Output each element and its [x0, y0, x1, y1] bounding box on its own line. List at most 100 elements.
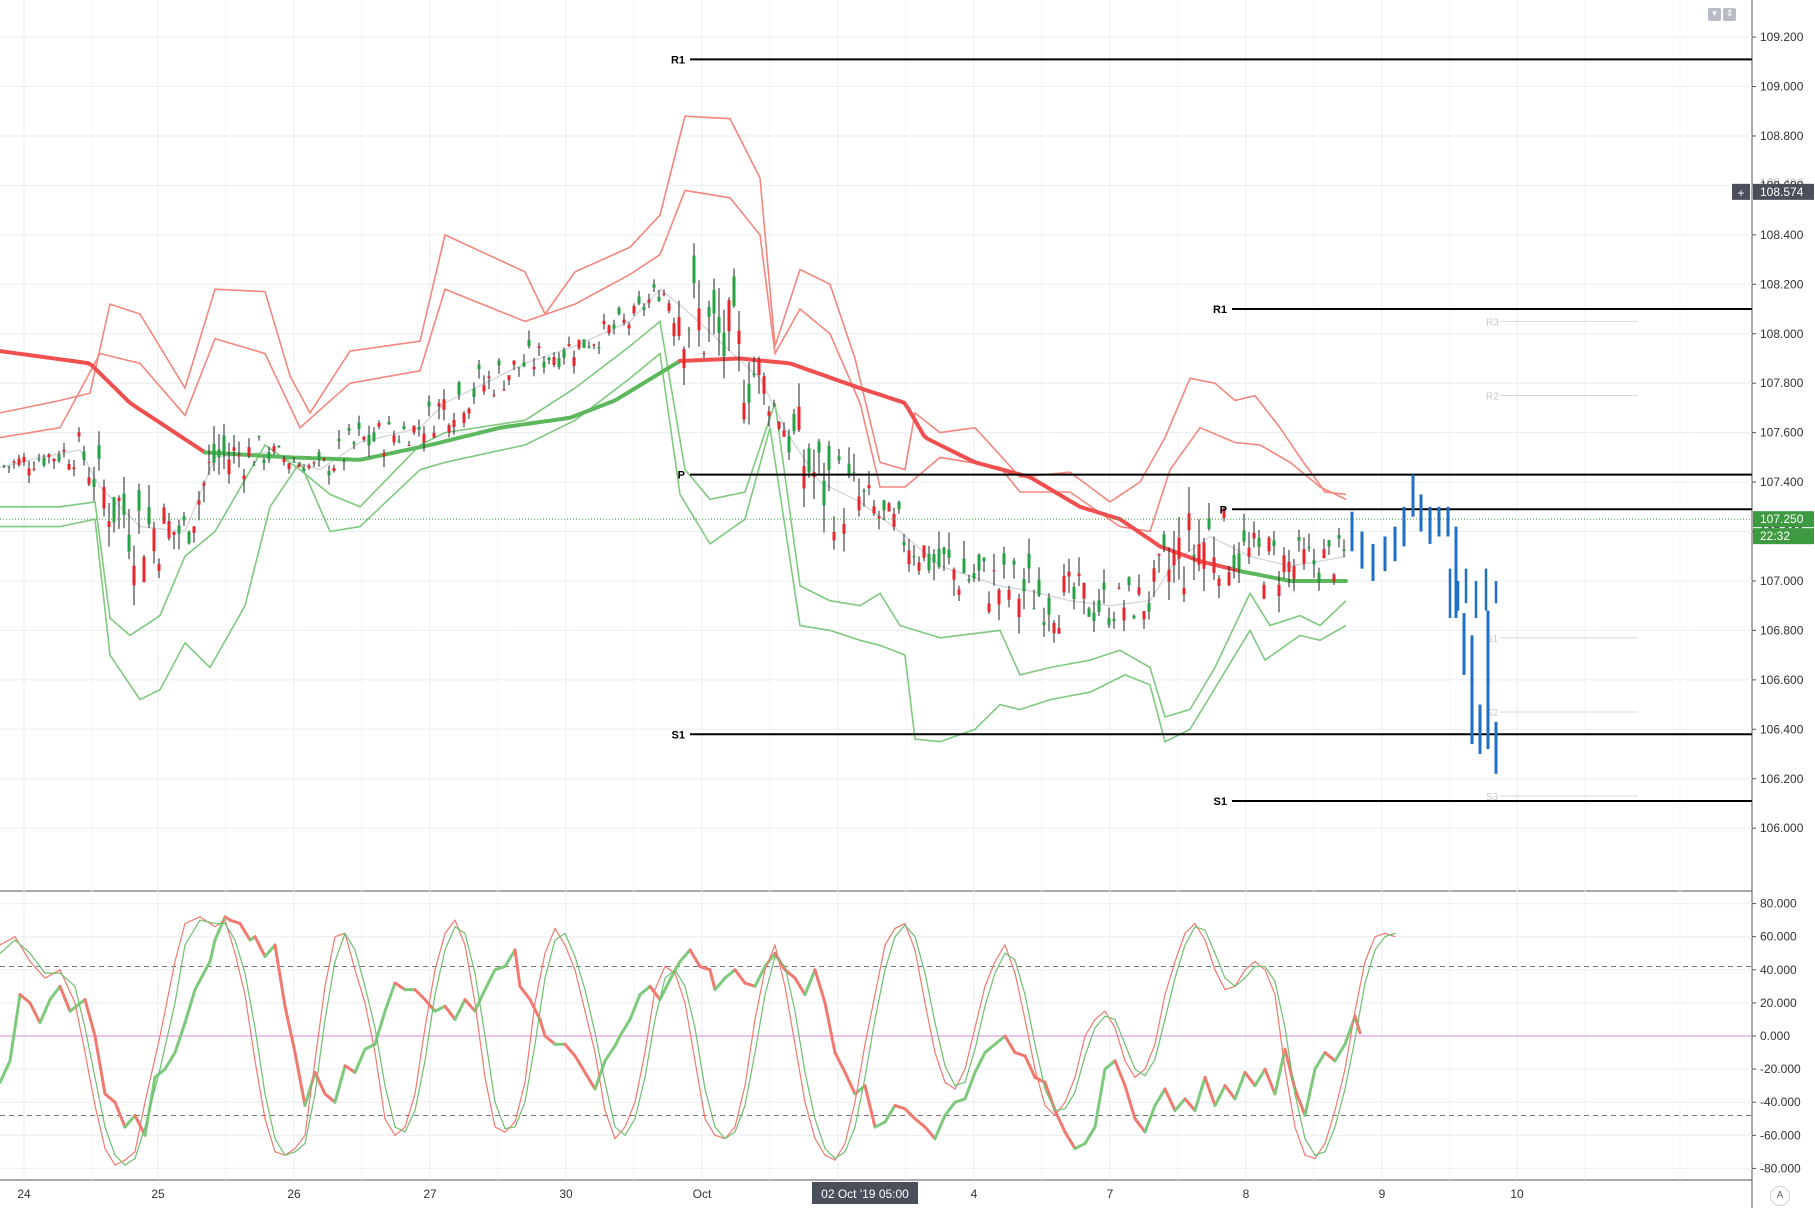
osc-stoch-segment — [694, 1060, 706, 1120]
osc-signal-segment — [28, 1001, 42, 1025]
osc-stoch-segment — [1364, 936, 1376, 963]
osc-stoch-segment — [754, 969, 766, 1021]
candle-body — [1177, 537, 1181, 559]
osc-stoch-segment — [394, 1126, 406, 1136]
candle-body — [657, 296, 661, 302]
osc-signal-segment — [1083, 1125, 1097, 1146]
osc-stoch-segment — [534, 977, 546, 1045]
chevron-down-icon[interactable]: ▾ — [1708, 8, 1721, 21]
osc-stoch-segment — [124, 1151, 136, 1161]
osc-stoch-segment — [1214, 952, 1226, 979]
osc-stoch-segment — [1314, 1151, 1326, 1156]
plus-icon-bg — [1732, 183, 1750, 200]
osc-signal-segment — [753, 964, 767, 988]
osc-stoch-segment — [1184, 926, 1196, 946]
candle-body — [1127, 577, 1131, 586]
osc-stoch-segment — [564, 944, 576, 971]
auto-scale-button[interactable]: A — [1770, 1186, 1790, 1206]
candle-body — [1097, 600, 1101, 612]
candle-body — [192, 526, 196, 533]
osc-signal-segment — [208, 938, 217, 964]
osc-signal-segment — [638, 984, 652, 997]
osc-signal-segment — [123, 1113, 137, 1129]
candle-body — [37, 458, 41, 460]
osc-stoch-segment — [1184, 922, 1196, 934]
osc-stoch-segment — [1224, 977, 1236, 987]
osc-stoch-segment — [1084, 1027, 1096, 1057]
osc-signal-segment — [1013, 1051, 1027, 1058]
osc-stoch-segment — [984, 960, 996, 987]
osc-signal-segment — [1163, 1087, 1177, 1112]
osc-signal-segment — [803, 968, 817, 997]
osc-tick-label: -20.000 — [1760, 1062, 1801, 1076]
candle-body — [172, 531, 176, 535]
osc-signal-segment — [273, 943, 287, 1008]
candle-body — [612, 324, 616, 329]
osc-stoch-segment — [504, 1126, 516, 1130]
osc-signal-segment — [483, 968, 497, 992]
candle-body — [467, 408, 471, 414]
osc-stoch-segment — [1244, 965, 1256, 979]
osc-signal-segment — [743, 981, 757, 988]
candle-body — [902, 541, 906, 546]
candle-body — [497, 360, 501, 366]
candle-body — [1082, 582, 1086, 599]
osc-stoch-segment — [1244, 960, 1256, 971]
candle-body — [437, 403, 441, 407]
osc-tick-label: 80.000 — [1760, 897, 1797, 911]
osc-stoch-segment — [1194, 922, 1206, 941]
osc-stoch-segment — [704, 1088, 716, 1128]
osc-signal-segment — [413, 988, 427, 1002]
osc-stoch-segment — [314, 985, 326, 1062]
osc-stoch-segment — [264, 1093, 276, 1140]
candle-body — [32, 468, 36, 470]
candle-body — [862, 490, 866, 492]
osc-stoch-segment — [434, 949, 446, 996]
osc-stoch-segment — [844, 1101, 856, 1145]
candle-body — [687, 329, 691, 331]
osc-signal-segment — [1203, 1075, 1217, 1108]
osc-stoch-segment — [314, 1018, 326, 1095]
crosshair-time-bg — [812, 1182, 918, 1204]
candle-body — [47, 454, 51, 458]
osc-stoch-segment — [774, 944, 786, 987]
osc-stoch-segment — [764, 944, 776, 971]
chevron-up-down-icon[interactable]: ⇕ — [1723, 8, 1736, 21]
osc-stoch-segment — [644, 989, 656, 1054]
y-tick-label: 106.600 — [1760, 673, 1804, 687]
candle-body — [1157, 553, 1161, 556]
osc-stoch-segment — [1044, 1088, 1056, 1112]
osc-signal-segment — [1263, 1067, 1277, 1096]
candle-body — [1242, 530, 1246, 542]
candle-body — [157, 563, 161, 571]
candle-body — [762, 376, 766, 394]
candle-body — [732, 276, 736, 306]
candle-body — [797, 406, 801, 431]
osc-stoch-segment — [244, 994, 256, 1062]
candle-body — [1032, 608, 1036, 610]
candle-body — [962, 558, 966, 574]
candle-body — [387, 421, 391, 425]
faint-pivot-label: R2 — [1486, 392, 1499, 403]
osc-stoch-segment — [1324, 1109, 1336, 1145]
osc-stoch-segment — [724, 1126, 736, 1140]
osc-stoch-segment — [634, 1051, 646, 1103]
candle-body — [742, 402, 746, 420]
osc-stoch-segment — [604, 1109, 616, 1140]
candle-body — [1312, 560, 1316, 565]
osc-signal-segment — [1133, 1117, 1147, 1134]
candle-body — [1182, 588, 1186, 595]
osc-signal-segment — [343, 1064, 357, 1074]
crosshair-time-label: 02 Oct '19 05:00 — [821, 1187, 909, 1201]
candle-body — [252, 464, 256, 466]
candle-body — [837, 456, 841, 461]
candle-body — [677, 317, 681, 337]
osc-signal-segment — [813, 968, 827, 1005]
candle-body — [627, 324, 631, 329]
pivot-lines: R1 P S1 R1 P S1 R3 R2 S1 S2 S3 — [0, 54, 1752, 808]
osc-signal-segment — [688, 948, 702, 968]
osc-signal-segment — [238, 921, 252, 942]
osc-stoch-segment — [14, 936, 31, 963]
candle-body — [147, 507, 151, 525]
